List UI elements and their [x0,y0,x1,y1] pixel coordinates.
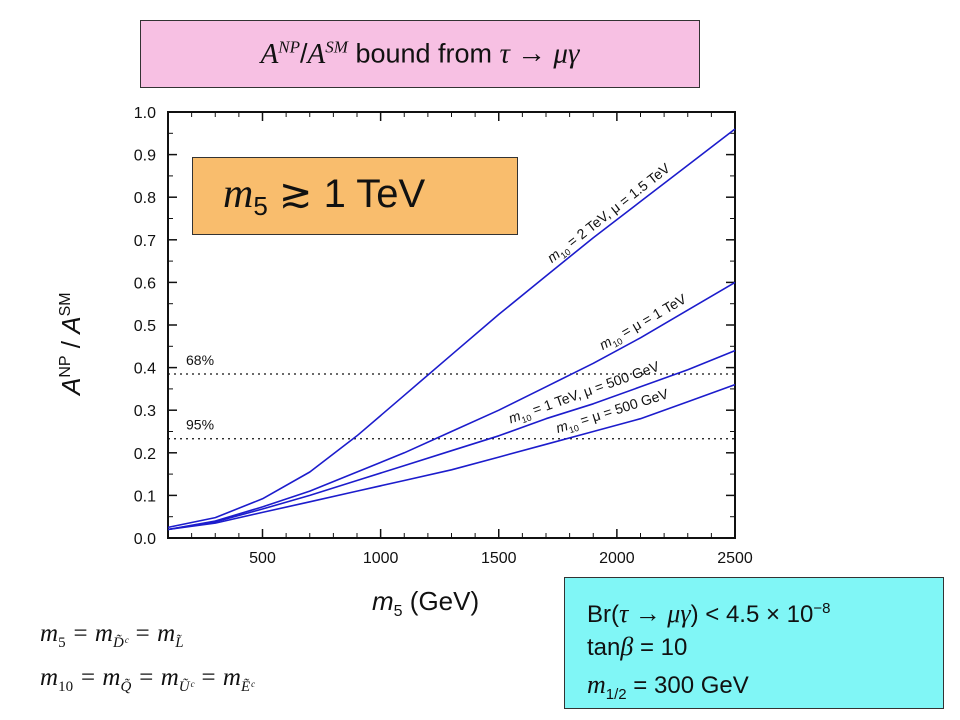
title-box: ANP/ASM bound from τ → μγ [140,20,700,88]
m10-definition: m10 = mQ̃ = mŨᶜ = mẼᶜ [40,664,255,695]
series-label: m10 = μ = 1 TeV [596,290,691,355]
y-tick-label: 0.5 [134,318,156,335]
callout-box: m5 ≳ 1 TeV [192,157,518,235]
reference-line-label: 95% [186,417,214,433]
x-tick-label: 500 [249,550,276,567]
m5-definition: m5 = mD̃ᶜ = mL̃ [40,620,184,651]
series-line [167,281,736,531]
y-tick-label: 0.4 [134,361,156,378]
reference-line-label: 68% [186,352,214,368]
y-tick-label: 0.3 [134,403,156,420]
y-tick-label: 0.8 [134,190,156,207]
mass-definitions: m5 = mD̃ᶜ = mL̃ m10 = mQ̃ = mŨᶜ = mẼᶜ [40,612,254,700]
x-tick-label: 2000 [599,550,635,567]
y-tick-label: 0.7 [134,233,156,250]
y-tick-label: 0.1 [134,488,156,505]
y-tick-label: 0.0 [134,531,156,548]
y-tick-label: 1.0 [134,105,156,122]
x-tick-label: 2500 [717,550,753,567]
parameters-box: Br(τ → μγ) < 4.5 × 10−8 tanβ = 10 m1/2 =… [564,577,944,709]
series-line [167,128,736,529]
y-tick-label: 0.9 [134,148,156,165]
branching-ratio-line: Br(τ → μγ) < 4.5 × 10−8 [587,599,831,628]
tan-beta-line: tanβ = 10 [587,632,688,661]
title-a-np: ANP [260,37,301,70]
x-axis-title: m5 (GeV) [372,586,479,620]
y-tick-label: 0.6 [134,275,156,292]
x-tick-label: 1500 [481,550,517,567]
callout-text: m5 ≳ 1 TeV [223,171,426,221]
y-axis-title: ANP / ASM [56,292,86,397]
x-tick-label: 1000 [363,550,399,567]
y-tick-label: 0.2 [134,446,156,463]
series-label: m10 = 2 TeV, μ = 1.5 TeV [544,159,675,267]
chart-title: ANP/ASM bound from τ → μγ [260,37,580,70]
title-a-sm: ASM [307,37,348,70]
title-process: τ → μγ [499,37,580,70]
m-half-line: m1/2 = 300 GeV [587,670,749,703]
series-line [167,383,736,531]
series-line [167,349,736,531]
